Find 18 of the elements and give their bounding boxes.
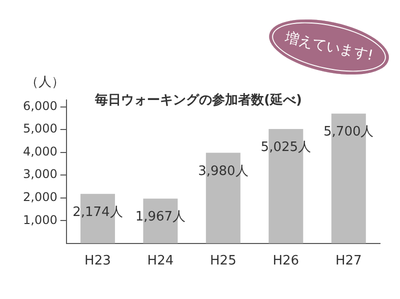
x-tick-label: H27 [335, 254, 362, 269]
y-tick-label: 2,000 [22, 190, 58, 204]
y-tick-label: 5,000 [22, 122, 58, 136]
x-tick-label: H23 [84, 254, 111, 269]
y-tick-label: 6,000 [22, 98, 58, 113]
data-label: 3,980人 [198, 164, 248, 179]
x-tick-label: H26 [272, 254, 300, 269]
y-tick-label: 4,000 [22, 144, 58, 158]
y-tick-label: 3,000 [22, 167, 58, 182]
x-tick-label: H24 [147, 254, 174, 269]
y-tick-label: 1,000 [22, 212, 58, 227]
x-tick-label: H25 [210, 254, 236, 269]
data-label: 5,025人 [260, 140, 312, 156]
y-axis-title: （人） [25, 75, 64, 90]
data-label: 5,700人 [324, 124, 374, 140]
data-label: 2,174人 [72, 204, 123, 220]
chart-title: 毎日ウォーキングの参加者数(延べ) [94, 92, 302, 108]
data-label: 1,967人 [135, 210, 186, 225]
